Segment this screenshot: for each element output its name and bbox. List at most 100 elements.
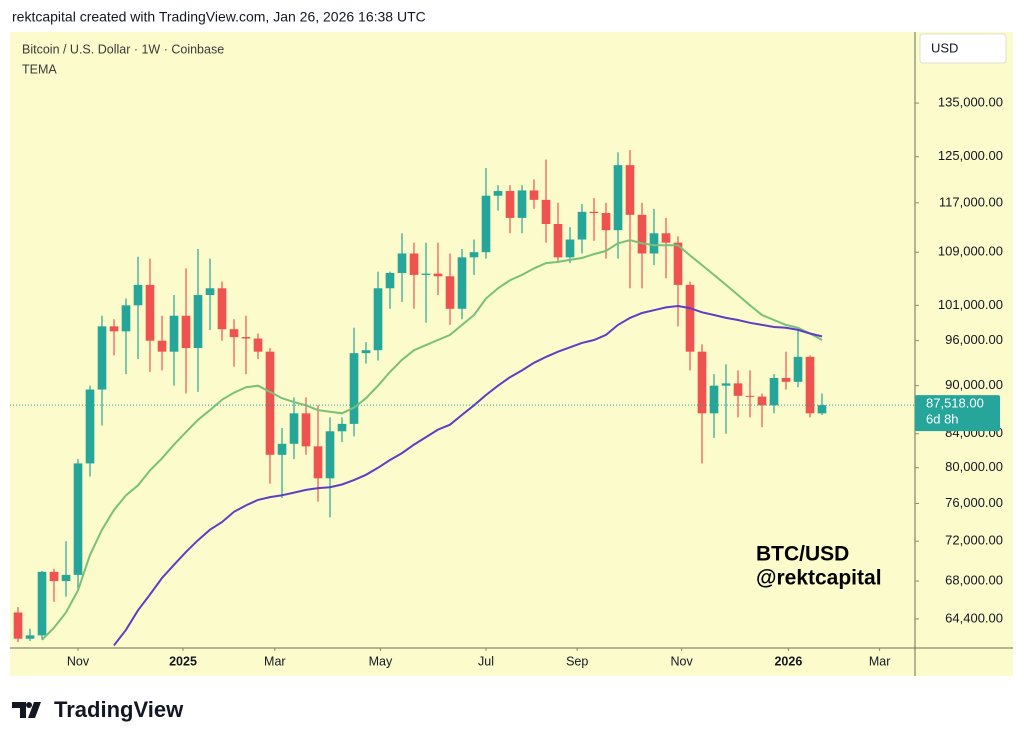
- candle-body: [49, 571, 59, 582]
- candle-body: [541, 199, 551, 224]
- candle-body: [241, 337, 251, 339]
- brand-logo: [12, 702, 41, 718]
- last-price-label: 87,518.00: [926, 396, 984, 411]
- y-tick-label: 125,000.00: [938, 148, 1003, 163]
- candle-body: [277, 443, 287, 455]
- y-tick-label: 117,000.00: [939, 194, 1003, 209]
- currency-button[interactable]: [919, 33, 1007, 64]
- y-tick-label: 68,000.00: [945, 572, 1003, 587]
- candle-body: [265, 351, 275, 455]
- candle-body: [445, 276, 455, 309]
- candle-body: [205, 288, 215, 296]
- candle-body: [601, 213, 611, 231]
- x-tick-label: Nov: [67, 654, 90, 668]
- x-tick-label: May: [369, 654, 393, 668]
- y-tick-label: 76,000.00: [945, 495, 1003, 510]
- y-tick-label: 101,000.00: [938, 297, 1003, 312]
- indicator-line: [41, 239, 823, 641]
- candle-body: [97, 326, 107, 390]
- brand-name: TradingView: [54, 697, 184, 722]
- candle-body: [169, 315, 179, 352]
- y-tick-label: 90,000.00: [945, 377, 1003, 392]
- candle-body: [805, 356, 815, 414]
- candle-body: [529, 190, 539, 200]
- candle-body: [697, 351, 707, 414]
- candle-body: [325, 431, 335, 479]
- candle-body: [625, 165, 635, 215]
- x-tick-label: 2025: [169, 654, 197, 668]
- candle-body: [493, 191, 503, 196]
- header-text: rektcapital created with TradingView.com…: [12, 9, 426, 25]
- candle-body: [85, 389, 95, 464]
- candle-body: [37, 571, 47, 636]
- watermark: BTC/USD: [756, 543, 849, 566]
- watermark: @rektcapital: [756, 567, 882, 590]
- candle-body: [817, 405, 827, 414]
- candle-body: [709, 385, 719, 414]
- candle-body: [613, 165, 623, 231]
- candle-body: [577, 211, 587, 240]
- candle-body: [433, 273, 443, 277]
- indicator-name: TEMA: [22, 62, 57, 76]
- candle-body: [589, 211, 599, 214]
- last-price-box: [915, 395, 1000, 432]
- candle-body: [337, 423, 347, 432]
- candle-body: [457, 257, 467, 309]
- candle-body: [157, 340, 167, 352]
- candle-body: [181, 315, 191, 349]
- candle-body: [121, 305, 131, 332]
- candle-body: [505, 191, 515, 218]
- chart-background: [10, 32, 1013, 676]
- candle-body: [349, 353, 359, 424]
- candle-body: [553, 223, 563, 258]
- candle-body: [133, 284, 143, 306]
- y-tick-label: 64,400.00: [945, 610, 1003, 625]
- chart-title: Bitcoin / U.S. Dollar · 1W · Coinbase: [22, 42, 224, 56]
- candle-body: [565, 239, 575, 258]
- candle-body: [673, 242, 683, 285]
- candle-body: [193, 295, 203, 349]
- y-tick-label: 72,000.00: [945, 533, 1003, 548]
- indicator-line: [113, 304, 823, 647]
- candle-body: [385, 272, 395, 289]
- candle-body: [373, 288, 383, 351]
- candle-body: [217, 288, 227, 330]
- candle-body: [397, 253, 407, 273]
- y-tick-label: 135,000.00: [938, 95, 1003, 110]
- candle-body: [721, 383, 731, 386]
- candle-body: [61, 574, 71, 582]
- candle-body: [109, 326, 119, 332]
- candle-body: [25, 635, 35, 639]
- candle-body: [745, 395, 755, 397]
- candle-body: [421, 273, 431, 275]
- candle-body: [73, 463, 83, 575]
- x-tick-label: 2026: [774, 654, 802, 668]
- candle-body: [301, 413, 311, 447]
- candle-body: [481, 195, 491, 253]
- candle-body: [253, 338, 263, 352]
- candle-body: [757, 396, 767, 406]
- candle-body: [793, 356, 803, 382]
- candle-body: [685, 284, 695, 352]
- candle-body: [13, 612, 23, 639]
- y-tick-label: 80,000.00: [945, 459, 1003, 474]
- candle-body: [361, 350, 371, 354]
- candle-body: [409, 253, 419, 275]
- plot-area: [13, 150, 827, 647]
- candle-body: [145, 284, 155, 341]
- candle-body: [637, 214, 647, 254]
- candle-body: [769, 377, 779, 406]
- y-tick-label: 96,000.00: [945, 332, 1003, 347]
- x-tick-label: Mar: [264, 654, 286, 668]
- y-tick-label: 109,000.00: [938, 244, 1003, 259]
- x-tick-label: Jul: [478, 654, 494, 668]
- candle-body: [469, 252, 479, 258]
- currency[interactable]: USD: [931, 40, 958, 55]
- candle-body: [517, 190, 527, 218]
- candle-body: [733, 383, 743, 396]
- candle-body: [313, 446, 323, 479]
- x-tick-label: Sep: [566, 654, 588, 668]
- candle-body: [229, 329, 239, 338]
- countdown-label: 6d 8h: [926, 412, 959, 427]
